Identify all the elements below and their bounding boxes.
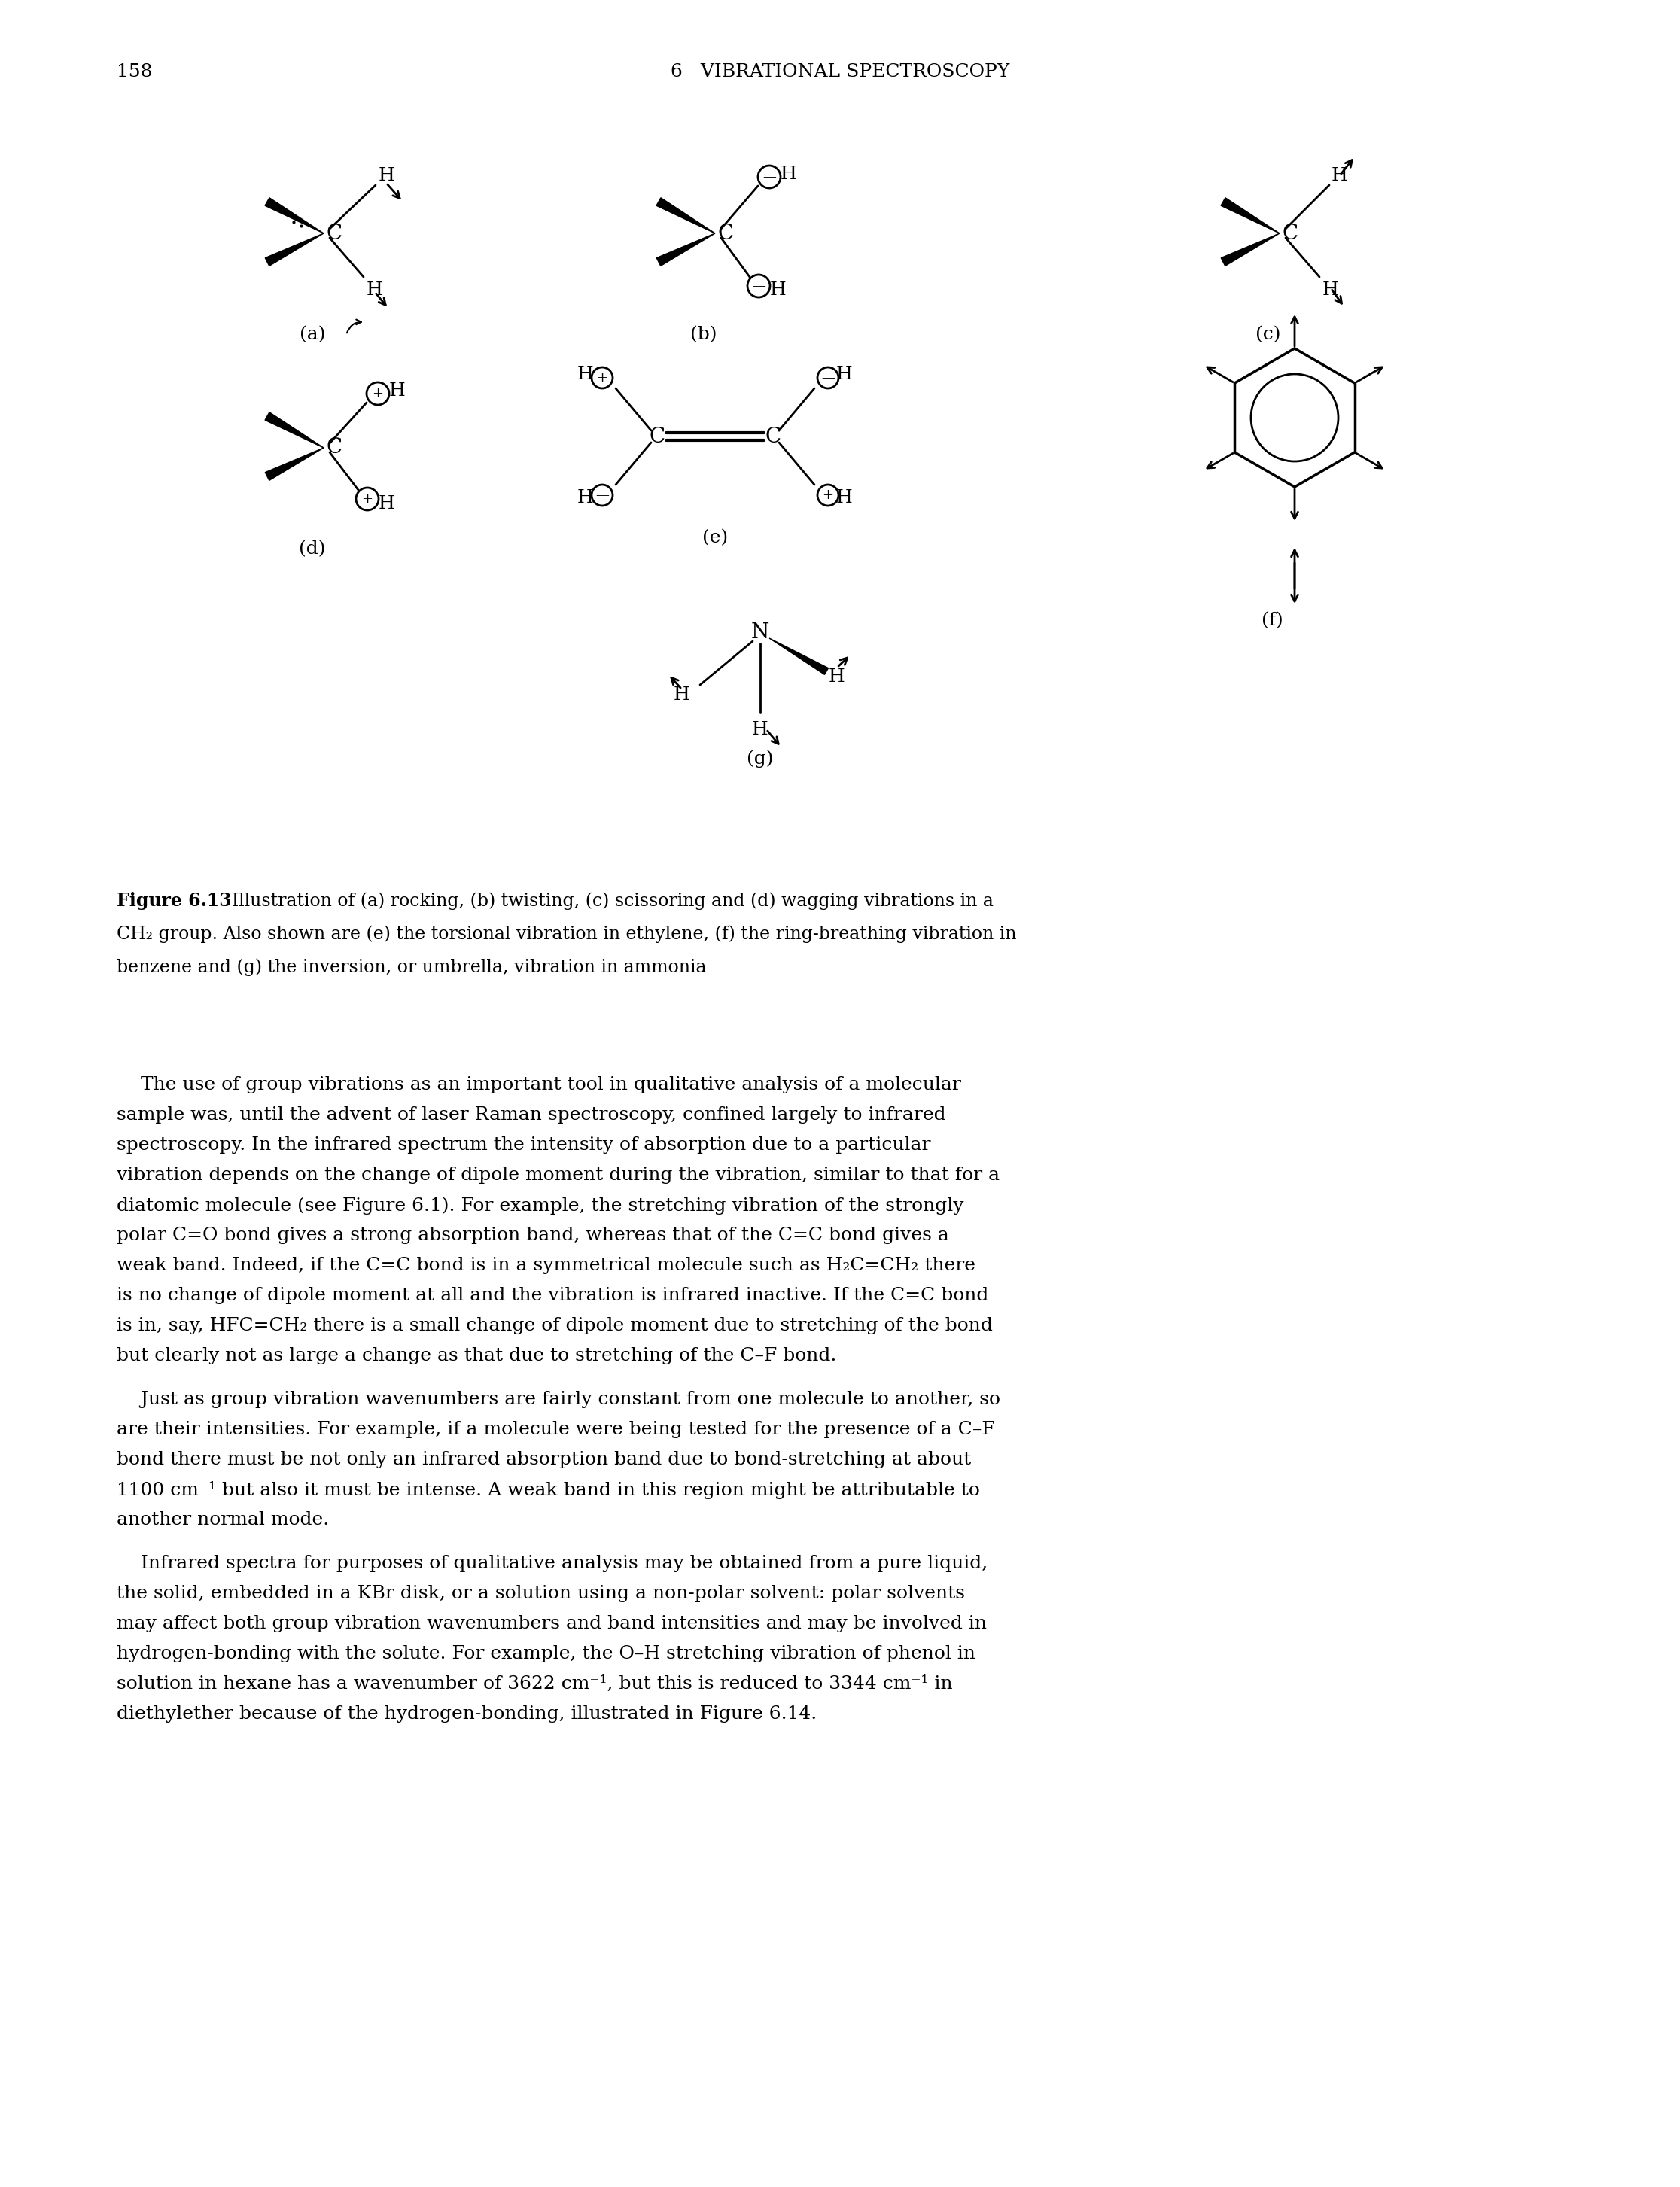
Polygon shape <box>769 639 828 674</box>
Text: (f): (f) <box>1262 612 1284 630</box>
Text: H: H <box>753 720 768 737</box>
Text: H: H <box>1332 168 1347 184</box>
Text: diatomic molecule (see Figure 6.1). For example, the stretching vibration of the: diatomic molecule (see Figure 6.1). For … <box>116 1196 964 1214</box>
Text: N: N <box>751 621 769 643</box>
Text: hydrogen-bonding with the solute. For example, the O–H stretching vibration of p: hydrogen-bonding with the solute. For ex… <box>116 1645 976 1662</box>
Text: Figure 6.13: Figure 6.13 <box>116 892 232 910</box>
Text: Infrared spectra for purposes of qualitative analysis may be obtained from a pur: Infrared spectra for purposes of qualita… <box>116 1555 988 1572</box>
Text: (g): (g) <box>748 750 773 768</box>
Text: H: H <box>674 687 690 704</box>
Text: benzene and (g) the inversion, or umbrella, vibration in ammonia: benzene and (g) the inversion, or umbrel… <box>116 958 706 975</box>
Text: H: H <box>366 282 383 300</box>
Text: —: — <box>753 280 766 293</box>
Text: solution in hexane has a wavenumber of 3622 cm⁻¹, but this is reduced to 3344 cm: solution in hexane has a wavenumber of 3… <box>116 1675 953 1693</box>
Text: +: + <box>361 492 373 505</box>
Text: H: H <box>378 494 395 512</box>
Text: (e): (e) <box>702 529 727 547</box>
Text: —: — <box>595 488 608 503</box>
Text: C: C <box>717 223 734 243</box>
Text: (a): (a) <box>299 326 326 343</box>
Polygon shape <box>265 448 324 481</box>
Text: but clearly not as large a change as that due to stretching of the C–F bond.: but clearly not as large a change as tha… <box>116 1347 837 1365</box>
Text: 6   VIBRATIONAL SPECTROSCOPY: 6 VIBRATIONAL SPECTROSCOPY <box>670 63 1010 81</box>
Text: H: H <box>837 490 853 507</box>
Text: H: H <box>769 282 786 300</box>
Text: sample was, until the advent of laser Raman spectroscopy, confined largely to in: sample was, until the advent of laser Ra… <box>116 1107 946 1124</box>
Text: (c): (c) <box>1255 326 1280 343</box>
Text: —: — <box>822 372 835 385</box>
Text: The use of group vibrations as an important tool in qualitative analysis of a mo: The use of group vibrations as an import… <box>116 1076 961 1094</box>
Text: weak band. Indeed, if the C=C bond is in a symmetrical molecule such as H₂C=CH₂ : weak band. Indeed, if the C=C bond is in… <box>116 1258 976 1275</box>
Text: H: H <box>578 490 593 507</box>
FancyArrowPatch shape <box>348 319 361 332</box>
Text: is in, say, HFC=CH₂ there is a small change of dipole moment due to stretching o: is in, say, HFC=CH₂ there is a small cha… <box>116 1317 993 1334</box>
Text: (b): (b) <box>690 326 717 343</box>
Text: H: H <box>388 383 405 400</box>
Text: +: + <box>822 488 833 503</box>
Text: 1100 cm⁻¹ but also it must be intense. A weak band in this region might be attri: 1100 cm⁻¹ but also it must be intense. A… <box>116 1481 979 1498</box>
Text: (d): (d) <box>299 540 326 558</box>
Polygon shape <box>265 234 324 267</box>
Text: 158: 158 <box>116 63 153 81</box>
Text: are their intensities. For example, if a molecule were being tested for the pres: are their intensities. For example, if a… <box>116 1422 995 1439</box>
Text: H: H <box>780 166 796 182</box>
Text: diethylether because of the hydrogen-bonding, illustrated in Figure 6.14.: diethylether because of the hydrogen-bon… <box>116 1706 816 1723</box>
Text: may affect both group vibration wavenumbers and band intensities and may be invo: may affect both group vibration wavenumb… <box>116 1614 986 1632</box>
Polygon shape <box>1221 197 1280 234</box>
Text: CH₂ group. Also shown are (e) the torsional vibration in ethylene, (f) the ring-: CH₂ group. Also shown are (e) the torsio… <box>116 925 1016 943</box>
Text: +: + <box>596 372 608 385</box>
Text: H: H <box>378 168 395 184</box>
Text: —: — <box>763 171 776 184</box>
Text: C: C <box>648 426 665 446</box>
Text: is no change of dipole moment at all and the vibration is infrared inactive. If : is no change of dipole moment at all and… <box>116 1286 988 1303</box>
Text: another normal mode.: another normal mode. <box>116 1511 329 1529</box>
Text: bond there must be not only an infrared absorption band due to bond-stretching a: bond there must be not only an infrared … <box>116 1450 971 1467</box>
Text: H: H <box>1322 282 1339 300</box>
Text: H: H <box>828 669 845 687</box>
Text: H: H <box>837 365 853 383</box>
Text: polar C=O bond gives a strong absorption band, whereas that of the C=C bond give: polar C=O bond gives a strong absorption… <box>116 1227 949 1244</box>
Text: C: C <box>764 426 781 446</box>
Polygon shape <box>657 197 716 234</box>
Text: +: + <box>373 387 383 400</box>
Polygon shape <box>657 234 716 267</box>
Polygon shape <box>1221 234 1280 267</box>
Text: C: C <box>1282 223 1299 243</box>
Text: Illustration of (a) rocking, (b) twisting, (c) scissoring and (d) wagging vibrat: Illustration of (a) rocking, (b) twistin… <box>220 892 993 910</box>
Text: vibration depends on the change of dipole moment during the vibration, similar t: vibration depends on the change of dipol… <box>116 1166 1000 1183</box>
Polygon shape <box>265 411 324 448</box>
Text: Just as group vibration wavenumbers are fairly constant from one molecule to ano: Just as group vibration wavenumbers are … <box>116 1391 1000 1408</box>
Text: the solid, embedded in a KBr disk, or a solution using a non-polar solvent: pola: the solid, embedded in a KBr disk, or a … <box>116 1586 964 1603</box>
Text: C: C <box>326 437 343 457</box>
Text: H: H <box>578 365 593 383</box>
Text: spectroscopy. In the infrared spectrum the intensity of absorption due to a part: spectroscopy. In the infrared spectrum t… <box>116 1137 931 1155</box>
Text: C: C <box>326 223 343 243</box>
Polygon shape <box>265 197 324 234</box>
